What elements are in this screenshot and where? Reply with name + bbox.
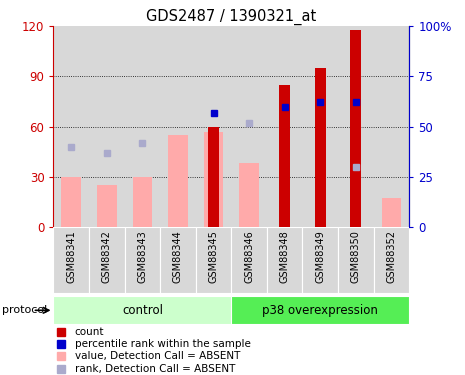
Bar: [232, 227, 267, 292]
Bar: [160, 26, 196, 227]
Bar: [53, 26, 89, 227]
Bar: [351, 30, 361, 227]
Bar: [196, 227, 232, 292]
Bar: [133, 177, 152, 227]
Text: GSM88344: GSM88344: [173, 230, 183, 283]
Bar: [267, 26, 302, 227]
Text: GSM88350: GSM88350: [351, 230, 361, 283]
Text: count: count: [75, 327, 104, 337]
Bar: [125, 227, 160, 292]
Text: GSM88352: GSM88352: [386, 230, 397, 283]
Bar: [97, 185, 117, 227]
Bar: [89, 26, 125, 227]
Text: control: control: [122, 304, 163, 317]
Bar: [53, 227, 89, 292]
Bar: [168, 135, 188, 227]
Text: percentile rank within the sample: percentile rank within the sample: [75, 339, 251, 349]
Bar: [232, 296, 409, 324]
Bar: [231, 26, 267, 227]
Text: value, Detection Call = ABSENT: value, Detection Call = ABSENT: [75, 351, 240, 361]
Bar: [303, 227, 338, 292]
Bar: [61, 177, 81, 227]
Bar: [89, 227, 125, 292]
Bar: [239, 164, 259, 227]
Text: p38 overexpression: p38 overexpression: [262, 304, 378, 317]
Text: GSM88343: GSM88343: [137, 230, 147, 283]
Bar: [208, 127, 219, 227]
Bar: [374, 227, 409, 292]
Text: rank, Detection Call = ABSENT: rank, Detection Call = ABSENT: [75, 364, 235, 374]
Bar: [302, 26, 338, 227]
Bar: [204, 132, 223, 227]
Text: GSM88346: GSM88346: [244, 230, 254, 283]
Bar: [338, 26, 373, 227]
Bar: [160, 227, 196, 292]
Text: GSM88345: GSM88345: [208, 230, 219, 283]
Text: GSM88348: GSM88348: [279, 230, 290, 283]
Bar: [53, 296, 232, 324]
Bar: [267, 227, 303, 292]
Bar: [382, 198, 401, 227]
Text: protocol: protocol: [2, 305, 47, 315]
Text: GSM88349: GSM88349: [315, 230, 326, 283]
Text: GSM88341: GSM88341: [66, 230, 76, 283]
Bar: [279, 85, 290, 227]
Bar: [196, 26, 231, 227]
Bar: [315, 68, 325, 227]
Bar: [125, 26, 160, 227]
Bar: [373, 26, 409, 227]
Bar: [338, 227, 374, 292]
Text: GSM88342: GSM88342: [102, 230, 112, 283]
Title: GDS2487 / 1390321_at: GDS2487 / 1390321_at: [146, 9, 317, 25]
